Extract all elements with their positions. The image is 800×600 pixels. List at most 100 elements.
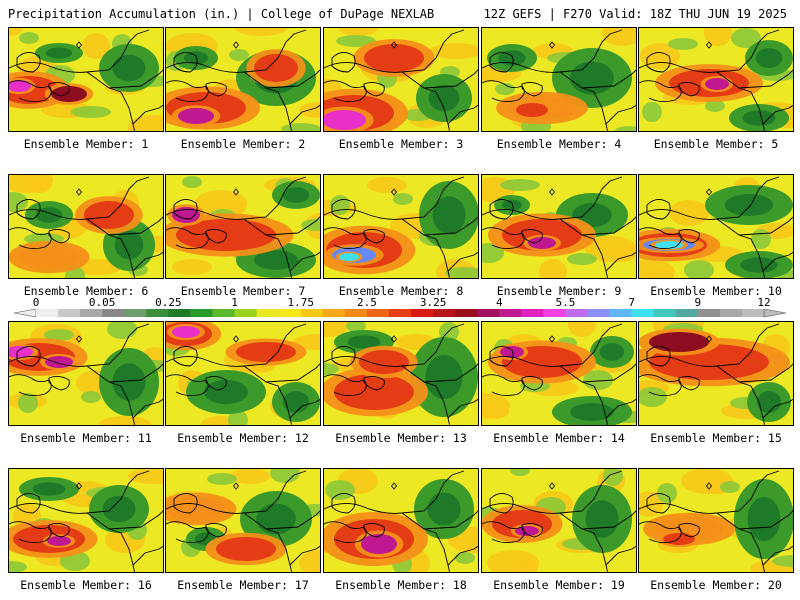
- precip-map: [165, 27, 321, 132]
- colorbar-segment: [58, 309, 81, 317]
- precip-map-graphic: [639, 28, 793, 131]
- precip-map: [638, 27, 794, 132]
- precip-map: [323, 468, 479, 573]
- colorbar-segment: [234, 309, 257, 317]
- colorbar-segment: [411, 309, 434, 317]
- precip-colorbar: 0 0.05 0.25 1 1.75 2.5 3.25 4 5.5 7 9 12: [0, 296, 800, 320]
- colorbar-segment: [675, 309, 699, 317]
- colorbar-segment: [719, 309, 743, 317]
- precip-map: [165, 321, 321, 426]
- colorbar-max-arrow: [763, 309, 787, 318]
- colorbar-segment: [609, 309, 632, 317]
- colorbar-tick-label: 1: [231, 296, 238, 309]
- precip-map-graphic: [166, 175, 320, 278]
- precip-map-graphic: [324, 28, 478, 131]
- colorbar-segment: [102, 309, 125, 317]
- colorbar-segment: [499, 309, 522, 317]
- ensemble-member-label: Ensemble Member: 1: [23, 137, 149, 151]
- ensemble-member-label: Ensemble Member: 4: [496, 137, 622, 151]
- colorbar-bar: [13, 309, 787, 318]
- colorbar-segment: [521, 309, 544, 317]
- precip-map: [8, 468, 164, 573]
- colorbar-segment: [300, 309, 324, 317]
- precip-map: [638, 321, 794, 426]
- colorbar-segment: [278, 309, 302, 317]
- colorbar-tick-label: 0.25: [155, 296, 182, 309]
- colorbar-segment: [741, 309, 765, 317]
- precip-map: [481, 468, 637, 573]
- ensemble-member-label: Ensemble Member: 10: [650, 284, 782, 298]
- colorbar-segment: [322, 309, 346, 317]
- colorbar-segment: [212, 309, 235, 317]
- ensemble-member-label: Ensemble Member: 5: [653, 137, 779, 151]
- colorbar-segment: [256, 309, 279, 317]
- product-title: Precipitation Accumulation (in.) | Colle…: [8, 7, 435, 21]
- colorbar-segment: [146, 309, 169, 317]
- colorbar-tick-label: 9: [694, 296, 702, 309]
- precip-map-graphic: [9, 469, 163, 572]
- colorbar-segment: [565, 309, 588, 317]
- ensemble-member-label: Ensemble Member: 3: [338, 137, 464, 151]
- ensemble-member-label: Ensemble Member: 6: [23, 284, 149, 298]
- precip-map-graphic: [166, 469, 320, 572]
- run-valid-time: 12Z GEFS | F270 Valid: 18Z THU JUN 19 20…: [483, 7, 787, 21]
- colorbar-segment: [190, 309, 213, 317]
- precip-map-graphic: [324, 175, 478, 278]
- colorbar-segment: [455, 309, 478, 317]
- colorbar-segment: [631, 309, 654, 317]
- precip-map-graphic: [482, 469, 636, 572]
- precip-map: [8, 174, 164, 279]
- precip-map: [8, 27, 164, 132]
- colorbar-tick-label: 4: [495, 296, 503, 309]
- precip-map: [165, 174, 321, 279]
- precip-map: [481, 174, 637, 279]
- precip-map-graphic: [9, 175, 163, 278]
- ensemble-member-label: Ensemble Member: 16: [20, 578, 152, 592]
- precip-map: [8, 321, 164, 426]
- ensemble-member-label: Ensemble Member: 8: [338, 284, 464, 298]
- ensemble-member-label: Ensemble Member: 7: [180, 284, 306, 298]
- colorbar-tick-label: 7: [628, 296, 635, 309]
- ensemble-member-label: Ensemble Member: 17: [177, 578, 309, 592]
- colorbar-segment: [587, 309, 610, 317]
- ensemble-member-label: Ensemble Member: 2: [180, 137, 306, 151]
- precip-map-graphic: [9, 322, 163, 425]
- precip-map-graphic: [166, 28, 320, 131]
- precip-map: [638, 174, 794, 279]
- header: Precipitation Accumulation (in.) | Colle…: [0, 0, 800, 24]
- precip-map-graphic: [639, 175, 793, 278]
- colorbar-tick-label: 12: [757, 296, 771, 309]
- colorbar-segment: [697, 309, 721, 317]
- precip-map-graphic: [482, 175, 636, 278]
- ensemble-member-label: Ensemble Member: 13: [335, 431, 467, 445]
- precip-map-graphic: [166, 322, 320, 425]
- colorbar-segment: [543, 309, 566, 317]
- colorbar-segment: [168, 309, 191, 317]
- colorbar-segment: [433, 309, 456, 317]
- colorbar-segment: [653, 309, 677, 317]
- colorbar-segment: [366, 309, 390, 317]
- precip-map: [323, 174, 479, 279]
- precip-map-graphic: [324, 322, 478, 425]
- ensemble-member-label: Ensemble Member: 15: [650, 431, 782, 445]
- colorbar-min-arrow: [13, 309, 37, 318]
- ensemble-member-label: Ensemble Member: 19: [493, 578, 625, 592]
- colorbar-tick-label: 0: [32, 296, 40, 309]
- precip-map-graphic: [482, 322, 636, 425]
- precip-map-graphic: [324, 469, 478, 572]
- precip-map: [165, 468, 321, 573]
- precip-map-graphic: [482, 28, 636, 131]
- colorbar-segment: [124, 309, 147, 317]
- colorbar-segment: [388, 309, 412, 317]
- colorbar-tick-label: 2.5: [356, 296, 377, 309]
- colorbar-tick-label: 3.25: [419, 296, 447, 309]
- colorbar-segment: [80, 309, 103, 317]
- colorbar-tick-label: 5.5: [555, 296, 576, 309]
- colorbar-segment: [36, 309, 59, 317]
- ensemble-member-label: Ensemble Member: 11: [20, 431, 152, 445]
- colorbar-tick-label: 0.05: [88, 296, 116, 309]
- ensemble-member-label: Ensemble Member: 12: [177, 431, 309, 445]
- ensemble-member-label: Ensemble Member: 18: [335, 578, 467, 592]
- precip-map: [481, 321, 637, 426]
